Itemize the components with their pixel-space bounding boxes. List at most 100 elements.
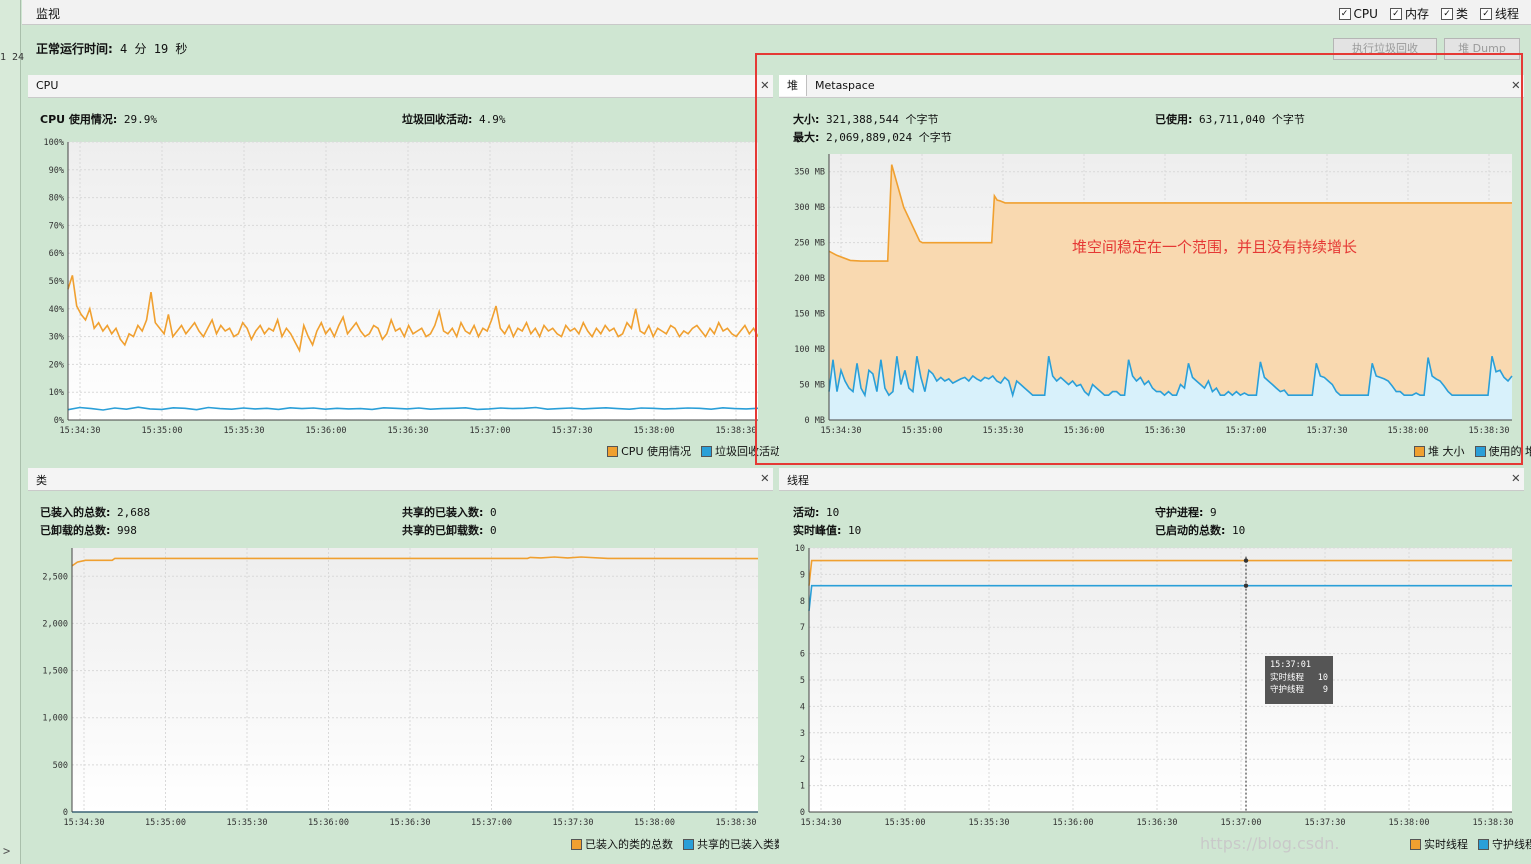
expand-arrow-icon[interactable]: > bbox=[3, 844, 11, 858]
gc-activity-label: 垃圾回收活动: bbox=[402, 113, 473, 126]
y-tick-label: 80% bbox=[49, 194, 64, 204]
close-icon[interactable]: ✕ bbox=[760, 470, 769, 486]
series-area bbox=[829, 164, 1512, 420]
toggle-cpu[interactable]: ✓ CPU bbox=[1338, 5, 1378, 22]
close-icon[interactable]: ✕ bbox=[760, 77, 769, 93]
threads-daemon-label: 守护进程: bbox=[1155, 506, 1204, 519]
series-line bbox=[67, 406, 758, 411]
cpu-chart: 0% 10% 20% 30% 40% 50% 60% 70% 80% 90% 100% 15:34:3… bbox=[44, 138, 758, 436]
heap-dump-button[interactable]: 堆 Dump bbox=[1444, 38, 1520, 60]
toggle-memory[interactable]: ✓ 内存 bbox=[1389, 5, 1429, 22]
classes-loaded-label: 已装入的总数: bbox=[40, 506, 111, 519]
legend-label: CPU 使用情况 bbox=[621, 445, 691, 458]
x-tick-label: 15:34:30 bbox=[60, 426, 101, 436]
x-tick-label: 15:37:00 bbox=[470, 426, 511, 436]
x-tick-label: 15:36:00 bbox=[306, 426, 347, 436]
legend-swatch bbox=[571, 838, 582, 850]
hover-point bbox=[1243, 558, 1249, 563]
legend-label: 垃圾回收活动 bbox=[715, 445, 781, 458]
y-tick-label: 10 bbox=[795, 544, 805, 554]
tooltip-row: 实时线程 10 bbox=[1270, 672, 1328, 685]
uptime: 正常运行时间: 4 分 19 秒 bbox=[36, 40, 187, 57]
heap-max-value: 2,069,889,024 个字节 bbox=[826, 131, 952, 144]
heap-panel: 堆 Metaspace ✕ 大小: 321,388,544 个字节 已使用: 6… bbox=[779, 75, 1531, 460]
y-tick-label: 10% bbox=[49, 388, 64, 398]
legend-item: 垃圾回收活动 bbox=[701, 443, 781, 459]
shared-unloaded-value: 0 bbox=[490, 524, 497, 537]
y-tick-label: 150 MB bbox=[794, 310, 825, 320]
heap-annotation: 堆空间稳定在一个范围，并且没有持续增长 bbox=[1072, 238, 1358, 256]
x-tick-label: 15:36:00 bbox=[308, 818, 349, 828]
x-tick-label: 15:36:00 bbox=[1064, 426, 1105, 436]
y-tick-label: 100 MB bbox=[794, 345, 825, 355]
toggle-label: CPU bbox=[1353, 6, 1378, 21]
perform-gc-button[interactable]: 执行垃圾回收 bbox=[1333, 38, 1437, 60]
left-panel-strip: 1 24 > bbox=[0, 0, 24, 864]
classes-panel-title: 类 bbox=[36, 474, 47, 487]
legend-label: 实时线程 bbox=[1424, 838, 1468, 851]
uptime-label: 正常运行时间: bbox=[36, 42, 113, 56]
y-tick-label: 90% bbox=[49, 166, 64, 176]
classes-loaded-stat: 已装入的总数: 2,688 bbox=[40, 504, 150, 520]
x-tick-label: 15:35:00 bbox=[885, 818, 926, 828]
y-tick-label: 40% bbox=[49, 305, 64, 315]
x-tick-label: 15:37:30 bbox=[552, 426, 593, 436]
classes-chart: 0 500 1,000 1,500 2,000 2,500 15:34:30 15:35:00… bbox=[42, 548, 758, 828]
y-tick-label: 300 MB bbox=[794, 203, 825, 213]
series-line bbox=[828, 164, 1512, 262]
x-tick-label: 15:35:30 bbox=[969, 818, 1010, 828]
checkbox-checked-icon[interactable]: ✓ bbox=[1440, 7, 1453, 20]
series-line bbox=[808, 559, 1512, 586]
y-tick-label: 1,500 bbox=[42, 667, 68, 677]
y-tick-label: 20% bbox=[49, 360, 64, 370]
toggle-classes[interactable]: ✓ 类 bbox=[1440, 5, 1468, 22]
heap-chart: 0 MB 50 MB 100 MB 150 MB 200 MB 250 MB 300 MB 3… bbox=[794, 154, 1513, 436]
x-tick-label: 15:37:30 bbox=[1307, 426, 1348, 436]
x-tick-label: 15:34:30 bbox=[821, 426, 862, 436]
checkbox-checked-icon[interactable]: ✓ bbox=[1338, 7, 1351, 20]
x-tick-label: 15:36:30 bbox=[1137, 818, 1178, 828]
close-icon[interactable]: ✕ bbox=[1511, 470, 1520, 486]
y-tick-label: 0% bbox=[54, 416, 64, 426]
checkbox-checked-icon[interactable]: ✓ bbox=[1389, 7, 1402, 20]
tab-metaspace[interactable]: Metaspace bbox=[815, 79, 875, 92]
checkbox-checked-icon[interactable]: ✓ bbox=[1479, 7, 1492, 20]
gc-activity-value: 4.9% bbox=[479, 113, 506, 126]
threads-legend: 实时线程 守护线程 bbox=[1410, 836, 1531, 852]
close-icon[interactable]: ✕ bbox=[1511, 77, 1520, 93]
toggle-label: 线程 bbox=[1494, 7, 1519, 21]
classes-panel-header: 类 ✕ bbox=[28, 468, 773, 491]
memory-tabs: 堆 Metaspace bbox=[779, 75, 883, 97]
x-tick-label: 15:36:30 bbox=[388, 426, 429, 436]
cpu-usage-label: CPU 使用情况: bbox=[40, 113, 118, 126]
threads-started-value: 10 bbox=[1232, 524, 1246, 537]
x-tick-label: 15:38:00 bbox=[634, 818, 675, 828]
tooltip-label: 实时线程 bbox=[1270, 672, 1305, 683]
x-tick-label: 15:35:00 bbox=[902, 426, 943, 436]
y-tick-label: 5 bbox=[800, 676, 805, 686]
legend-swatch bbox=[1414, 445, 1425, 457]
shared-loaded-stat: 共享的已装入数: 0 bbox=[402, 504, 497, 520]
tooltip-value: 9 bbox=[1322, 685, 1328, 695]
cpu-panel-header: CPU ✕ bbox=[28, 75, 773, 98]
plot-area bbox=[72, 548, 758, 812]
tab-heap[interactable]: 堆 bbox=[779, 75, 807, 96]
uptime-value: 4 分 19 秒 bbox=[120, 42, 188, 56]
toggle-threads[interactable]: ✓ 线程 bbox=[1479, 5, 1519, 22]
monitor-title: 监视 bbox=[36, 7, 61, 21]
y-tick-label: 2,500 bbox=[42, 572, 68, 582]
legend-swatch bbox=[701, 445, 712, 457]
chart-toggle-group: ✓ CPU ✓ 内存 ✓ 类 ✓ 线程 bbox=[1338, 5, 1519, 22]
y-tick-label: 250 MB bbox=[794, 239, 825, 249]
heap-panel-header: 堆 Metaspace ✕ bbox=[779, 75, 1524, 98]
x-tick-label: 15:37:00 bbox=[1221, 818, 1262, 828]
y-tick-label: 1,000 bbox=[42, 714, 68, 724]
series-line bbox=[808, 584, 1512, 611]
y-tick-label: 8 bbox=[800, 597, 805, 607]
shared-loaded-label: 共享的已装入数: bbox=[402, 506, 484, 519]
x-tick-label: 15:36:30 bbox=[390, 818, 431, 828]
heap-max-label: 最大: bbox=[793, 131, 820, 144]
y-tick-label: 70% bbox=[49, 221, 64, 231]
y-tick-label: 9 bbox=[800, 570, 805, 580]
x-tick-label: 15:35:30 bbox=[983, 426, 1024, 436]
